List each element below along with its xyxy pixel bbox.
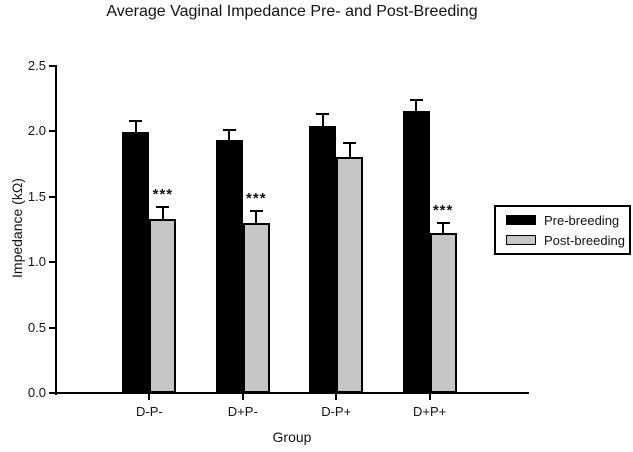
y-tick-mark (49, 261, 55, 263)
bar-pre-breeding-d-p (122, 132, 150, 393)
bar-pre-breeding-d-p (402, 111, 430, 393)
y-tick-label: 0.0 (27, 385, 46, 400)
bar-pre-breeding-d-p (215, 140, 243, 393)
x-axis-line (55, 392, 529, 394)
x-axis-title: Group (272, 429, 312, 445)
legend-label-pre-breeding: Pre-breeding (544, 212, 620, 228)
error-bar-line (321, 113, 324, 126)
x-tick-label: D+P- (227, 404, 258, 419)
error-bar-cap (409, 98, 423, 101)
x-tick-label: D+P+ (412, 404, 447, 419)
error-bar-cap (436, 221, 450, 224)
error-bar-cap (222, 128, 236, 131)
y-tick-mark (49, 195, 55, 198)
error-bar-line (134, 120, 137, 133)
bar-post-breeding-d-p (429, 233, 457, 393)
y-tick-mark (49, 64, 55, 67)
y-tick-label: 0.5 (27, 319, 46, 335)
x-tick-label: D-P- (136, 404, 163, 419)
y-tick-mark (49, 392, 55, 394)
bar-post-breeding-d-p (149, 218, 177, 393)
significance-marker: *** (246, 189, 267, 207)
error-bar-cap (343, 141, 357, 144)
x-tick-mark (148, 393, 151, 400)
error-bar-line (415, 99, 418, 112)
error-bar-line (348, 142, 351, 158)
legend-swatch-pre-breeding (506, 215, 536, 225)
x-tick-mark (335, 393, 338, 400)
legend-item-post-breeding: Post-breeding (506, 233, 629, 248)
legend-label-post-breeding: Post-breeding (544, 232, 625, 248)
error-bar-line (255, 210, 258, 223)
chart-title: Average Vaginal Impedance Pre- and Post-… (106, 3, 478, 20)
significance-marker: *** (152, 185, 174, 203)
y-axis-line (55, 64, 57, 395)
bar-post-breeding-d-p (336, 157, 364, 393)
error-bar-line (228, 129, 231, 141)
legend-swatch-post-breeding (506, 235, 536, 245)
legend: Pre-breeding Post-breeding (494, 205, 631, 255)
bar-pre-breeding-d-p (309, 125, 337, 393)
error-bar-cap (129, 119, 143, 122)
y-tick-label: 2.0 (27, 123, 46, 138)
error-bar-cap (249, 209, 263, 212)
error-bar-line (161, 206, 164, 219)
y-tick-mark (49, 130, 55, 132)
bar-post-breeding-d-p (242, 222, 270, 393)
x-tick-label: D-P+ (321, 404, 352, 419)
x-tick-mark (241, 393, 244, 400)
y-tick-label: 1.5 (27, 188, 46, 204)
y-tick-label: 1.0 (27, 254, 46, 269)
x-tick-mark (428, 393, 431, 400)
significance-marker: *** (432, 201, 454, 219)
legend-item-pre-breeding: Pre-breeding (506, 213, 629, 228)
y-tick-mark (49, 326, 55, 329)
error-bar-cap (156, 205, 170, 208)
y-tick-label: 2.5 (27, 57, 46, 73)
error-bar-line (442, 222, 445, 234)
error-bar-cap (316, 112, 330, 115)
